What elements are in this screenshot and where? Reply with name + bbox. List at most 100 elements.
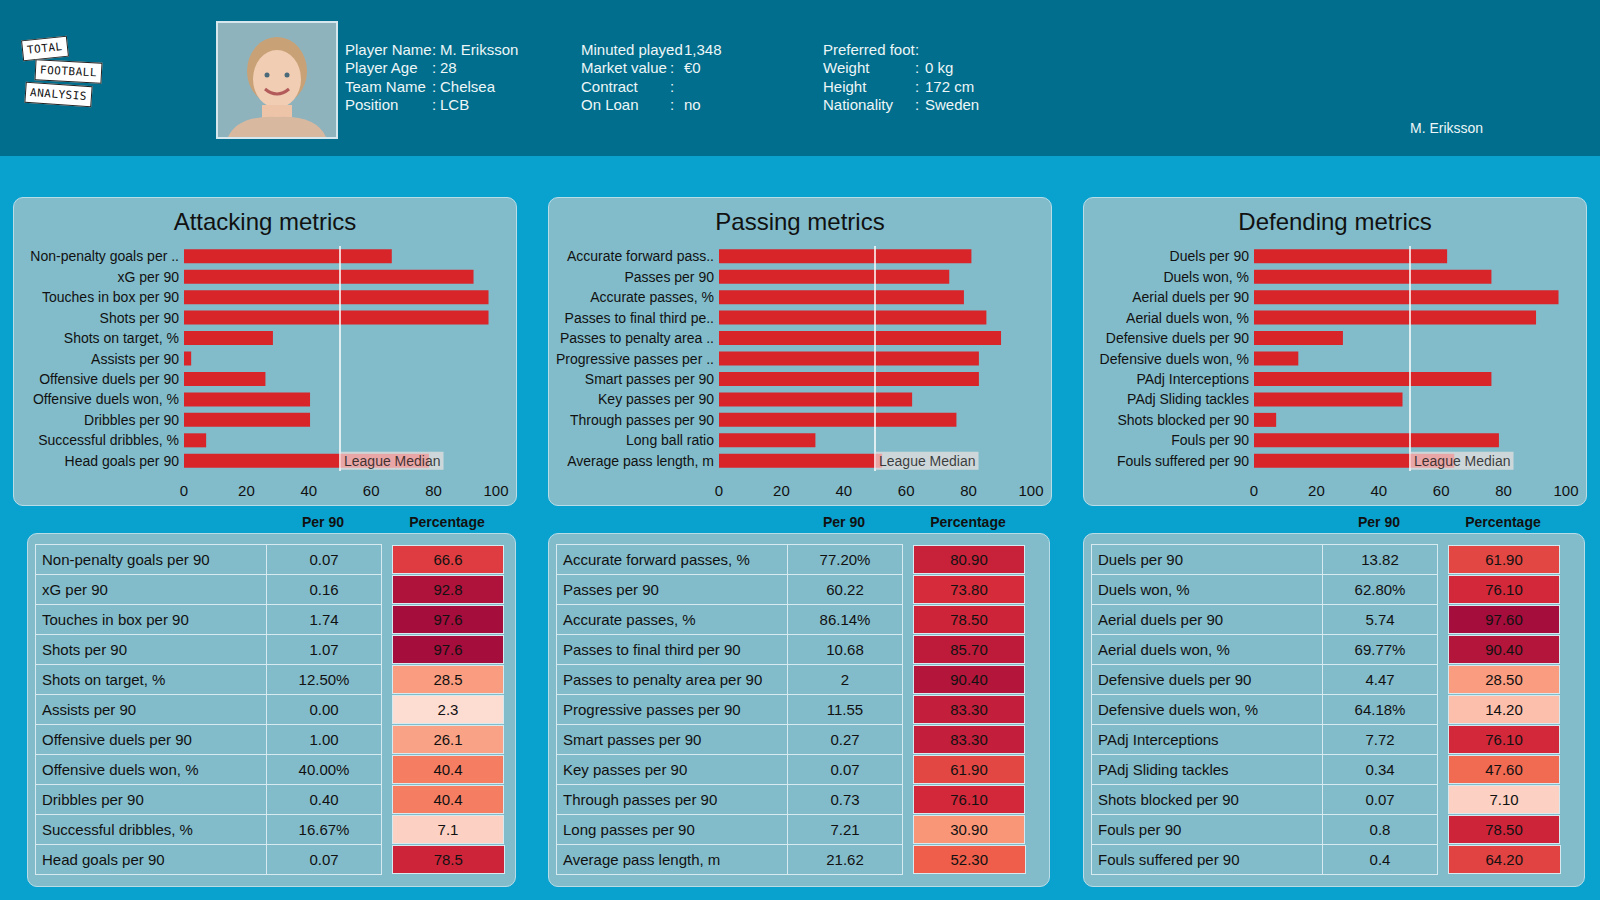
svg-text:Passing metrics: Passing metrics: [715, 208, 884, 235]
html-text:Offensive duels per 90: Offensive duels per 90: [42, 731, 192, 748]
html-text:On Loan: On Loan: [581, 96, 639, 113]
svg-text:Offensive duels won, %: Offensive duels won, %: [33, 391, 179, 407]
html-text:Position: Position: [345, 96, 399, 113]
html-text:xG per 90: xG per 90: [42, 581, 108, 598]
svg-text:100: 100: [1018, 482, 1043, 499]
html-text:: Sweden: : Sweden: [915, 96, 980, 113]
html-text:: 28: : 28: [432, 59, 457, 76]
svg-text:Defending metrics: Defending metrics: [1238, 208, 1431, 235]
html-text:: LCB: : LCB: [432, 96, 470, 113]
svg-text:PAdj Sliding tackles: PAdj Sliding tackles: [1127, 391, 1249, 407]
html-text:Market value :: Market value :: [581, 59, 675, 76]
svg-text:Touches in box per 90: Touches in box per 90: [42, 289, 179, 305]
html-text:97.6: 97.6: [433, 611, 463, 628]
svg-text:Offensive duels per 90: Offensive duels per 90: [39, 371, 179, 387]
html-text:Shots per 90: Shots per 90: [42, 641, 128, 658]
html-text:no: no: [684, 96, 701, 113]
html-text:Height: Height: [823, 78, 867, 95]
html-text:28.5: 28.5: [433, 671, 463, 688]
svg-text:Aerial duels per 90: Aerial duels per 90: [1132, 289, 1249, 305]
html-text:Assists per 90: Assists per 90: [42, 701, 137, 718]
svg-text:20: 20: [238, 482, 255, 499]
svg-text:Progressive passes per ..: Progressive passes per ..: [556, 351, 714, 367]
html-text:Team Name: Team Name: [345, 78, 426, 95]
svg-text:0: 0: [1250, 482, 1258, 499]
svg-text:Attacking metrics: Attacking metrics: [174, 208, 357, 235]
svg-text:League Median: League Median: [879, 453, 976, 469]
svg-text:Defensive duels per 90: Defensive duels per 90: [1106, 330, 1249, 346]
svg-text:Accurate passes, %: Accurate passes, %: [590, 289, 714, 305]
svg-text:Through passes per 90: Through passes per 90: [570, 412, 714, 428]
html-text:Preferred foot:: Preferred foot:: [823, 41, 920, 58]
svg-text:80: 80: [1495, 482, 1512, 499]
html-text:: 0 kg: : 0 kg: [915, 59, 954, 76]
svg-text:Duels per 90: Duels per 90: [1170, 248, 1250, 264]
html-text:Player Name: M. Eriksson: Player Name: M. Eriksson: [345, 41, 519, 58]
html-text:1.07: 1.07: [309, 641, 339, 658]
svg-text:Duels won, %: Duels won, %: [1163, 269, 1249, 285]
svg-text:80: 80: [960, 482, 977, 499]
svg-text:40: 40: [1370, 482, 1387, 499]
svg-text:Assists per 90: Assists per 90: [91, 351, 179, 367]
svg-text:60: 60: [1433, 482, 1450, 499]
html-text:0.16: 0.16: [309, 581, 339, 598]
svg-text:Average pass length, m: Average pass length, m: [567, 453, 714, 469]
svg-text:Accurate forward pass..: Accurate forward pass..: [567, 248, 714, 264]
html-text:Contract: Contract: [581, 78, 638, 95]
svg-text:Non-penalty goals per ..: Non-penalty goals per ..: [30, 248, 179, 264]
svg-text:60: 60: [898, 482, 915, 499]
html-text:2.3: 2.3: [437, 701, 459, 718]
svg-text:Shots per 90: Shots per 90: [100, 310, 180, 326]
svg-text:Shots on target, %: Shots on target, %: [64, 330, 179, 346]
html-text:Shots on target, %: Shots on target, %: [42, 671, 166, 688]
svg-text:Defensive duels won, %: Defensive duels won, %: [1100, 351, 1249, 367]
svg-text:xG per 90: xG per 90: [118, 269, 180, 285]
svg-text:80: 80: [425, 482, 442, 499]
html-text:1,348: 1,348: [684, 41, 722, 58]
html-text:1.74: 1.74: [309, 611, 339, 628]
svg-text:Long ball ratio: Long ball ratio: [626, 432, 714, 448]
svg-text:60: 60: [363, 482, 380, 499]
html-text:97.6: 97.6: [433, 641, 463, 658]
html-text:Minuted played: Minuted played: [581, 41, 683, 58]
html-text:ANALYSIS: ANALYSIS: [29, 86, 88, 103]
html-text:Non-penalty goals per 90: Non-penalty goals per 90: [42, 551, 210, 568]
html-text:Weight: Weight: [823, 59, 870, 76]
svg-text:Fouls suffered per 90: Fouls suffered per 90: [1117, 453, 1249, 469]
svg-text:0: 0: [715, 482, 723, 499]
svg-text:Fouls per 90: Fouls per 90: [1171, 432, 1249, 448]
svg-text:Shots blocked per 90: Shots blocked per 90: [1117, 412, 1249, 428]
html-text:Nationality: Nationality: [823, 96, 893, 113]
html-text:€0: €0: [684, 59, 701, 76]
html-text:Player Age: Player Age: [345, 59, 418, 76]
svg-text:40: 40: [835, 482, 852, 499]
html-text:92.8: 92.8: [433, 581, 463, 598]
svg-text:PAdj Interceptions: PAdj Interceptions: [1136, 371, 1249, 387]
svg-text:20: 20: [773, 482, 790, 499]
svg-text:100: 100: [1553, 482, 1578, 499]
html-text:: Chelsea: : Chelsea: [432, 78, 495, 95]
svg-text:Head goals per 90: Head goals per 90: [65, 453, 180, 469]
html-text:66.6: 66.6: [433, 551, 463, 568]
html-text:0.07: 0.07: [309, 551, 339, 568]
html-text:FOOTBALL: FOOTBALL: [39, 63, 98, 80]
html-text:0.00: 0.00: [309, 701, 339, 718]
svg-text:League Median: League Median: [344, 453, 441, 469]
html-text:TOTAL: TOTAL: [26, 40, 64, 57]
svg-text:20: 20: [1308, 482, 1325, 499]
svg-text:Aerial duels won, %: Aerial duels won, %: [1126, 310, 1249, 326]
html-text:: 172 cm: : 172 cm: [915, 78, 975, 95]
svg-text:Passes to final third pe..: Passes to final third pe..: [565, 310, 714, 326]
html-text:12.50%: 12.50%: [298, 671, 350, 688]
svg-text:Passes per 90: Passes per 90: [625, 269, 715, 285]
svg-text:Passes to penalty area ..: Passes to penalty area ..: [560, 330, 714, 346]
svg-text:100: 100: [483, 482, 508, 499]
svg-text:Successful dribbles, %: Successful dribbles, %: [38, 432, 179, 448]
svg-text:Dribbles per 90: Dribbles per 90: [84, 412, 179, 428]
html-text:Touches in box per 90: Touches in box per 90: [42, 611, 189, 628]
svg-text:0: 0: [180, 482, 188, 499]
svg-text:Key passes per 90: Key passes per 90: [598, 391, 714, 407]
svg-text:40: 40: [300, 482, 317, 499]
svg-text:Smart passes per 90: Smart passes per 90: [585, 371, 714, 387]
svg-text:League Median: League Median: [1414, 453, 1511, 469]
